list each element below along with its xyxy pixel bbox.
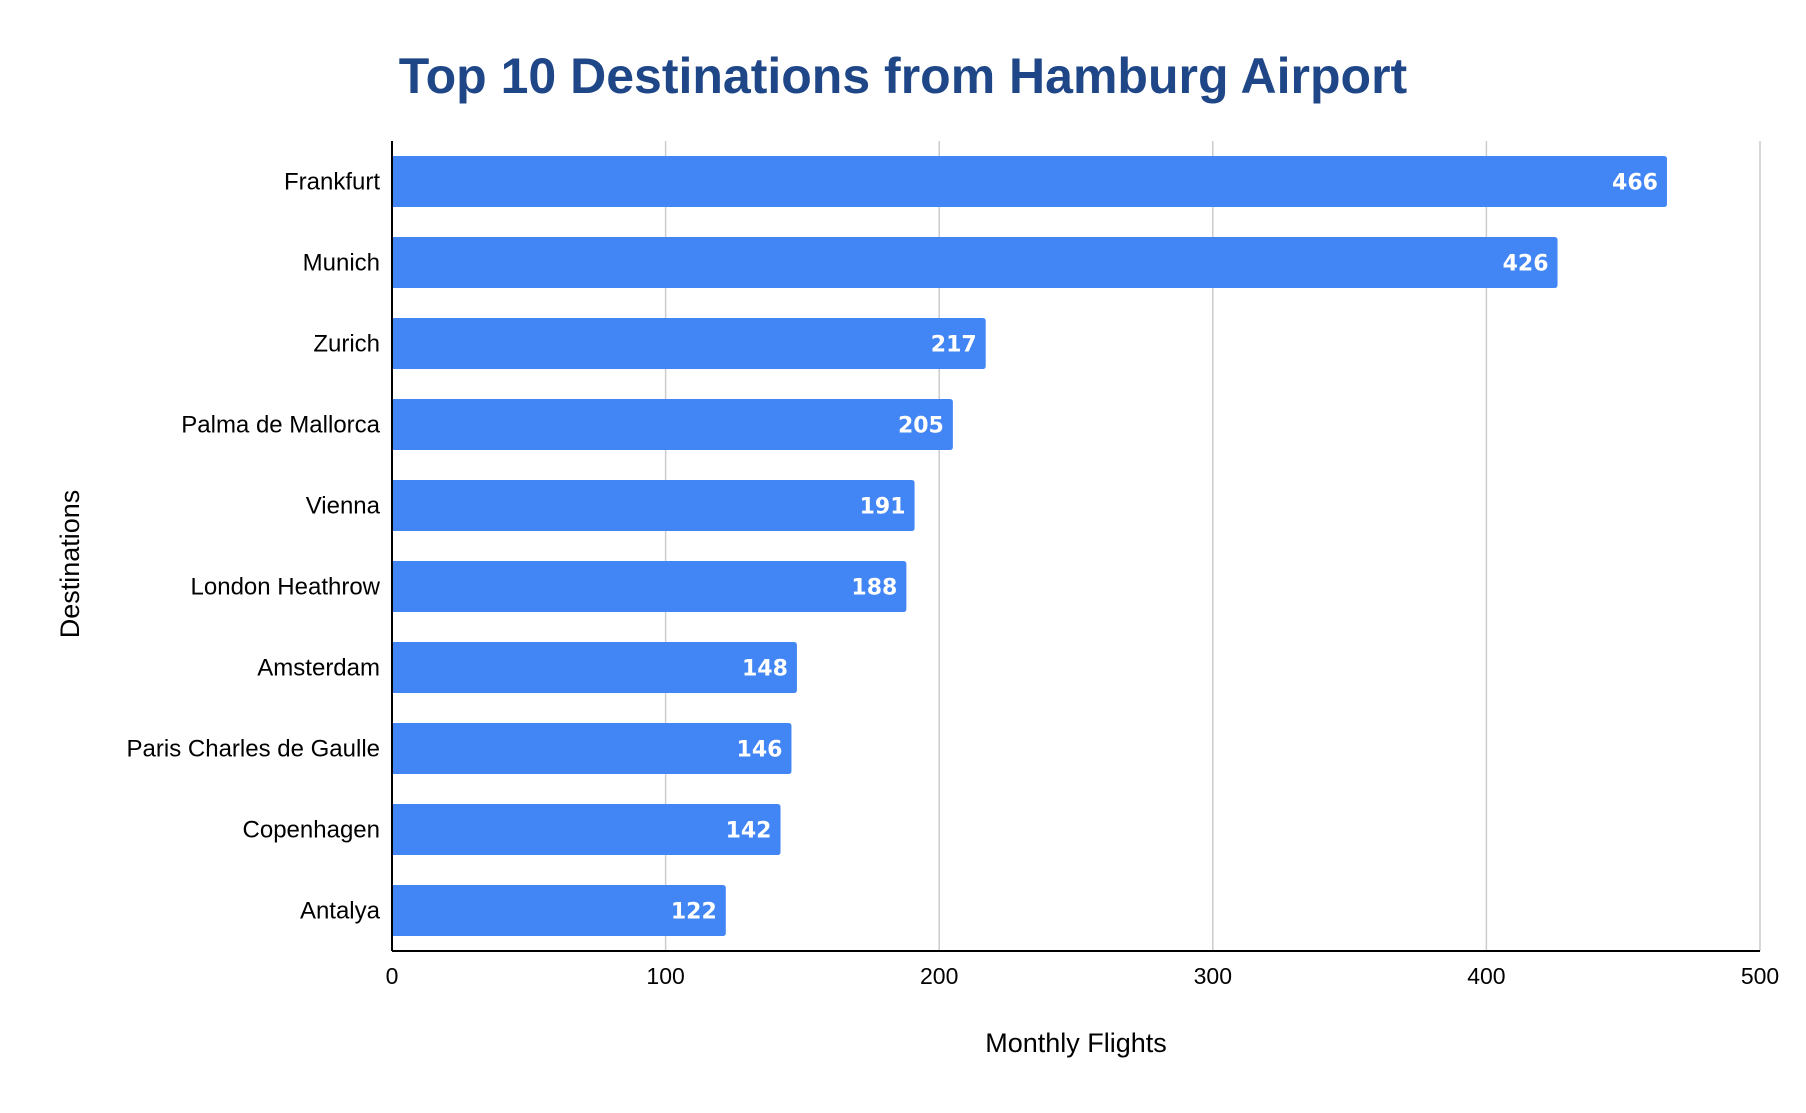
category-label: Zurich (313, 331, 380, 358)
bar-amsterdam (392, 641, 797, 694)
data-label: 142 (726, 819, 772, 844)
category-label: Copenhagen (243, 817, 380, 844)
bar-paris-charles-de-gaulle (392, 722, 792, 775)
bar-munich (392, 236, 1558, 289)
data-label: 148 (742, 657, 788, 682)
category-label: Paris Charles de Gaulle (127, 736, 380, 763)
category-labels: Frankfurt Munich Zurich Palma de Mallorca Vi… (127, 169, 381, 925)
bar-london-heathrow (392, 560, 907, 613)
bars: 466 426 217 205 191 188 148 146 142 122 (392, 155, 1667, 937)
data-label: 217 (931, 333, 977, 358)
x-tick-label: 500 (1741, 963, 1779, 989)
bar-antalya (392, 884, 726, 937)
data-label: 466 (1612, 171, 1658, 196)
data-label: 191 (860, 495, 906, 520)
data-label: 426 (1503, 252, 1549, 277)
y-axis-label: Destinations (55, 490, 85, 639)
x-tick-label: 400 (1467, 963, 1505, 989)
data-label: 205 (898, 414, 944, 439)
bar-vienna (392, 479, 915, 532)
bar-zurich (392, 317, 986, 370)
category-label: Munich (303, 250, 380, 277)
chart-title: Top 10 Destinations from Hamburg Airport (399, 48, 1408, 104)
axes (391, 141, 1760, 952)
bar-copenhagen (392, 803, 781, 856)
category-label: Vienna (306, 493, 381, 520)
x-tick-label: 100 (646, 963, 684, 989)
x-tick-label: 200 (920, 963, 958, 989)
x-tick-labels: 0 100 200 300 400 500 (386, 963, 1780, 989)
data-label: 188 (851, 576, 897, 601)
category-label: London Heathrow (191, 574, 381, 601)
x-tick-label: 0 (386, 963, 399, 989)
category-label: Frankfurt (284, 169, 380, 196)
category-label: Palma de Mallorca (181, 412, 380, 439)
category-label: Antalya (300, 898, 381, 925)
data-label: 146 (737, 738, 783, 763)
data-label: 122 (671, 900, 717, 925)
bar-palma-de-mallorca (392, 398, 953, 451)
x-tick-label: 300 (1194, 963, 1232, 989)
x-axis-label: Monthly Flights (985, 1028, 1167, 1058)
bar-frankfurt (392, 155, 1667, 208)
category-label: Amsterdam (257, 655, 380, 682)
